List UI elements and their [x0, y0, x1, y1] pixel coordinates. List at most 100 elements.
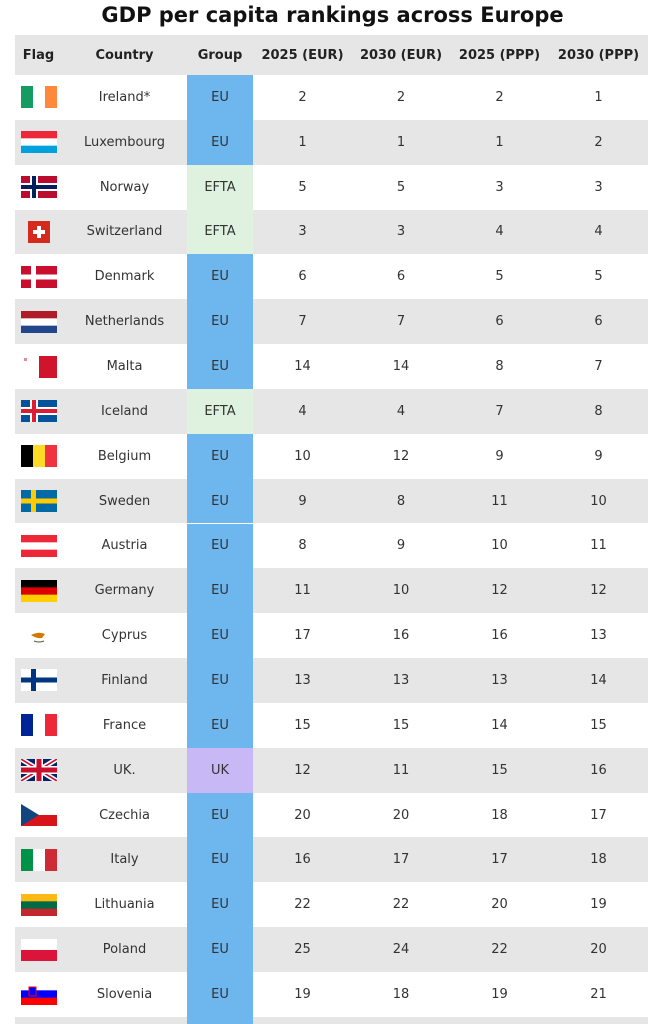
rank-cell: 19	[294, 986, 311, 1002]
rank-cell: 5	[298, 179, 307, 195]
header-row	[15, 35, 648, 75]
rank-cell: 20	[294, 807, 311, 823]
rank-cell: 6	[396, 269, 406, 285]
flag	[27, 220, 50, 243]
rank-cell: 3	[495, 179, 504, 195]
rank-cell: 16	[294, 852, 311, 868]
country-cell: Czechia	[99, 807, 150, 823]
rank-cell: 20	[491, 897, 508, 913]
group-cell: UK	[187, 747, 253, 793]
column-header: Flag	[22, 47, 55, 63]
flag	[20, 445, 57, 468]
rank-cell: 20	[392, 807, 410, 823]
group-cell: EU	[187, 119, 253, 165]
table-row	[15, 119, 648, 165]
rank-cell: 22	[294, 897, 311, 913]
table-row	[15, 433, 648, 479]
group-cell: EU	[187, 523, 253, 569]
rank-cell: 22	[491, 942, 508, 958]
table-row	[15, 882, 648, 928]
rank-cell: 13	[491, 672, 508, 688]
flag-cell	[15, 434, 62, 479]
group-cell: EU	[187, 658, 253, 703]
flag	[20, 848, 57, 871]
rank-cell: 1	[495, 134, 504, 150]
rank-cell: 14	[392, 359, 410, 375]
flag-cell	[15, 882, 62, 927]
rank-cell: 25	[294, 942, 311, 958]
rank-cell: 10	[590, 493, 607, 509]
table-row	[15, 344, 648, 389]
rank-cell: 13	[294, 672, 311, 688]
flag-cell	[15, 793, 62, 838]
flag	[20, 669, 57, 692]
rank-cell: 13	[392, 672, 410, 688]
group-cell: EU	[187, 613, 253, 659]
table-row	[15, 388, 648, 434]
rank-cell: 18	[590, 852, 607, 868]
rank-cell: 8	[396, 493, 406, 509]
rank-cell: 1	[594, 89, 603, 105]
rank-cell: 15	[491, 762, 508, 778]
rank-cell: 1	[396, 134, 406, 150]
table-row	[15, 702, 648, 748]
flag	[20, 804, 57, 827]
table-row	[15, 747, 648, 793]
rank-cell: 18	[491, 807, 508, 823]
rank-cell: 6	[495, 314, 504, 330]
rank-cell: 2	[594, 134, 603, 150]
rank-cell: 10	[491, 538, 508, 554]
rank-cell: 5	[594, 269, 603, 285]
country-cell: Belgium	[97, 448, 152, 464]
country-cell: Slovenia	[96, 986, 153, 1002]
group-cell: EU	[187, 478, 253, 524]
flag	[20, 400, 57, 423]
table: Flag Country Group 2025 (EUR) 2030 (EUR) 2025…	[15, 35, 648, 1024]
flag	[20, 938, 57, 961]
table-row	[15, 478, 648, 524]
flag	[23, 355, 57, 378]
rank-cell: 3	[594, 179, 603, 195]
table-row	[15, 568, 648, 614]
rank-cell: 2	[495, 89, 504, 105]
rank-cell: 9	[495, 448, 504, 464]
rank-cell: 8	[495, 359, 504, 375]
rank-cell: 18	[392, 986, 410, 1002]
flag	[20, 714, 57, 737]
flag	[20, 759, 57, 782]
rank-cell: 7	[495, 403, 504, 419]
rank-cell: 12	[491, 583, 508, 599]
country-cell: Switzerland	[86, 224, 163, 240]
flag-cell	[15, 165, 62, 210]
rank-cell: 20	[590, 942, 607, 958]
table-row	[15, 658, 648, 703]
country-cell: UK.	[113, 762, 136, 778]
rank-cell: 4	[396, 403, 406, 419]
column-header: Country	[95, 47, 154, 63]
table-row	[15, 523, 648, 569]
group-cell: EU	[187, 299, 253, 345]
rank-cell: 8	[298, 538, 307, 554]
rank-cell: 5	[495, 269, 504, 285]
table-row	[15, 1016, 648, 1024]
rank-cell: 11	[294, 583, 311, 599]
flag	[20, 490, 57, 513]
rank-cell: 15	[590, 717, 607, 733]
flag	[20, 534, 57, 557]
country-cell: Finland	[101, 672, 148, 688]
country-cell: Germany	[94, 583, 155, 599]
table-row	[15, 254, 648, 300]
flag-cell	[15, 568, 62, 613]
flag-cell	[15, 748, 62, 793]
flag-cell	[15, 75, 62, 120]
rank-cell: 14	[294, 359, 311, 375]
column-header: Group	[197, 47, 243, 63]
group-cell: EU	[187, 568, 253, 614]
rank-cell: 19	[491, 986, 508, 1002]
rank-cell: 9	[298, 493, 307, 509]
group-cell: EU	[187, 344, 253, 389]
column-header: 2030 (EUR)	[359, 47, 443, 63]
country-cell: France	[102, 717, 147, 733]
rank-cell: 12	[392, 448, 410, 464]
